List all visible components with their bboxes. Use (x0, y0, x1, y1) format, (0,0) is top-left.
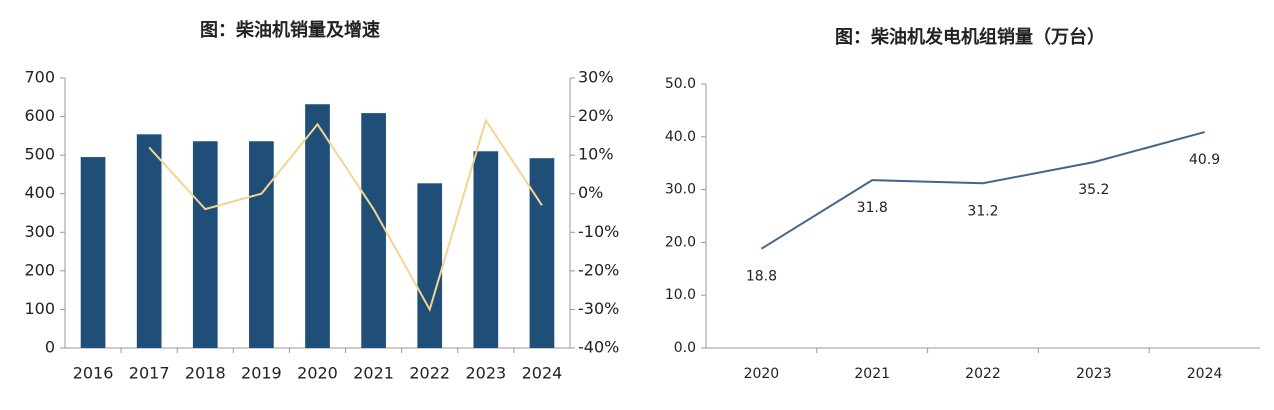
bar (473, 151, 499, 348)
y-tick-label: 100 (24, 299, 55, 318)
line (760, 131, 1205, 250)
bar (361, 113, 386, 348)
chart-title: 图：柴油机发电机组销量（万台） (835, 26, 1105, 48)
x-tick-label: 2024 (1187, 366, 1223, 382)
data-label: 31.8 (857, 200, 888, 216)
data-label: 40.9 (1189, 152, 1220, 168)
line (148, 118, 543, 312)
x-tick-label: 2021 (353, 364, 394, 383)
bar (529, 158, 555, 348)
bar (249, 141, 274, 348)
y-tick-label: 10.0 (665, 287, 696, 303)
y-tick-label: 20.0 (665, 234, 696, 250)
y-tick-label: 50.0 (665, 76, 696, 92)
y2-tick-label: -10% (578, 222, 619, 241)
x-tick-label: 2016 (73, 364, 114, 383)
bar (80, 157, 106, 348)
y2-tick-label: -40% (578, 338, 619, 357)
y2-tick-label: 0% (578, 183, 603, 202)
y2-tick-label: 30% (578, 68, 614, 87)
y-tick-label: 600 (24, 106, 55, 125)
y-tick-label: 400 (24, 183, 55, 202)
x-tick-label: 2018 (185, 364, 226, 383)
y2-tick-label: -30% (578, 299, 619, 318)
y2-tick-label: -20% (578, 260, 619, 279)
bar (136, 134, 162, 348)
y-tick-label: 0.0 (674, 340, 696, 356)
x-tick-label: 2022 (965, 366, 1001, 382)
bar (305, 104, 330, 348)
y-tick-label: 30.0 (665, 182, 696, 198)
y2-tick-label: 10% (578, 145, 614, 164)
x-tick-label: 2022 (409, 364, 450, 383)
x-tick-label: 2017 (129, 364, 170, 383)
y-tick-label: 40.0 (665, 129, 696, 145)
y-tick-label: 200 (24, 260, 55, 279)
y-tick-label: 300 (24, 222, 55, 241)
bar (417, 183, 443, 348)
y-tick-label: 700 (24, 68, 55, 87)
x-tick-label: 2021 (854, 366, 890, 382)
x-tick-label: 2020 (744, 366, 780, 382)
data-label: 31.2 (967, 203, 998, 219)
y-tick-label: 500 (24, 145, 55, 164)
x-tick-label: 2023 (1076, 366, 1112, 382)
y2-tick-label: 20% (578, 106, 614, 125)
chart-title: 图：柴油机销量及增速 (200, 19, 380, 41)
bar (192, 141, 218, 348)
data-label: 18.8 (746, 269, 777, 285)
x-tick-label: 2019 (241, 364, 282, 383)
x-tick-label: 2024 (522, 364, 563, 383)
data-label: 35.2 (1078, 182, 1109, 198)
y-tick-label: 0 (45, 338, 55, 357)
x-tick-label: 2023 (465, 364, 506, 383)
x-tick-label: 2020 (297, 364, 338, 383)
